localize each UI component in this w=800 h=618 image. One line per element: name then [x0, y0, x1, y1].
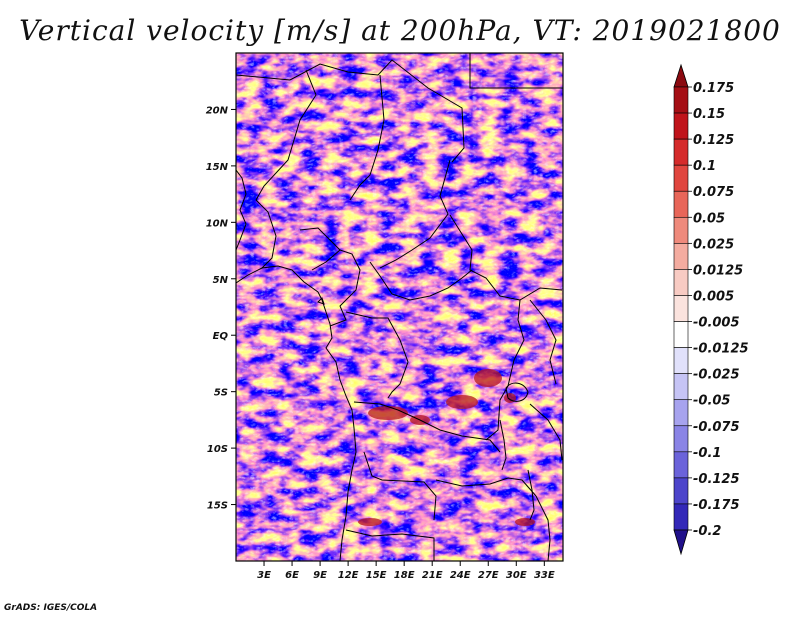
colorbar-band [673, 164, 689, 192]
colorbar-label: -0.2 [693, 524, 721, 539]
lat-tick-label: 15S [207, 501, 228, 512]
colorbar-label: 0.005 [693, 289, 734, 304]
colorbar-label: 0.1 [693, 159, 716, 174]
map-frame [235, 52, 564, 562]
colorbar-band [673, 321, 689, 348]
colorbar-label: -0.005 [693, 316, 740, 331]
colorbar-top-arrow [673, 63, 689, 88]
lat-tick-label: 5N [213, 275, 229, 286]
chart-title: Vertical velocity [m/s] at 200hPa, VT: 2… [19, 14, 781, 47]
border-zambia [435, 477, 537, 497]
lat-tick-label: EQ [213, 331, 229, 342]
colorbar-band [673, 373, 689, 401]
colorbar-label: -0.025 [693, 368, 740, 383]
velocity-field [236, 53, 563, 561]
lon-tick-label: 30E [506, 570, 527, 581]
coastline-west-africa [236, 265, 357, 561]
colorbar-label: 0.075 [693, 185, 734, 200]
lon-tick-label: 27E [478, 570, 499, 581]
colorbar-label: 0.125 [693, 133, 734, 148]
colorbar-label: -0.075 [693, 420, 740, 435]
border-east-africa [529, 299, 557, 385]
colorbar-label: 0.0125 [693, 263, 743, 278]
colorbar-band [673, 451, 689, 479]
lat-tick-label: 15N [206, 162, 229, 173]
border-sudan-south [449, 214, 563, 301]
lake-tanganyika [499, 419, 507, 471]
colorbar-band [673, 477, 689, 505]
lat-tick-label: 5S [214, 388, 228, 399]
lake-malawi [527, 469, 535, 521]
border-cameroon [329, 249, 361, 327]
lon-tick-label: 24E [450, 570, 471, 581]
border-namibia [345, 529, 435, 561]
lat-tick-label: 10S [207, 444, 228, 455]
border-car [369, 261, 473, 301]
coastline-senegal [236, 169, 247, 251]
colorbar-bottom-arrow [673, 529, 689, 556]
lake-victoria [505, 382, 529, 402]
latitude-axis: 20N 15N 10N 5N EQ 5S 10S 15S [206, 105, 236, 512]
colorbar-band [673, 86, 689, 114]
colorbar-band [673, 138, 689, 166]
colorbar-band [673, 399, 689, 427]
lat-tick-label: 20N [206, 105, 229, 116]
lon-tick-label: 21E [422, 570, 443, 581]
colorbar-label: -0.0125 [693, 342, 749, 357]
colorbar-label: -0.05 [693, 394, 730, 409]
border-mali [349, 74, 385, 201]
border-chad-sudan [379, 159, 451, 269]
border-tanzania [529, 403, 563, 461]
colorbar-band [673, 112, 689, 140]
colorbar-band [673, 503, 689, 531]
grads-credit: GrADS: IGES/COLA [4, 603, 98, 613]
colorbar-band [673, 347, 689, 374]
border-ghana [255, 199, 277, 269]
colorbar-band [673, 190, 689, 218]
border-nigeria [299, 227, 341, 271]
colorbar-band [673, 425, 689, 453]
border-drc-south [353, 401, 501, 453]
lon-tick-label: 6E [285, 570, 299, 581]
border-mozambique [535, 495, 551, 561]
border-niger-chad [255, 69, 317, 201]
lon-tick-label: 12E [338, 570, 359, 581]
colorbar-band [673, 269, 689, 296]
border-congo-drc [345, 311, 409, 399]
border-drc-east [485, 299, 525, 441]
lon-tick-label: 33E [534, 570, 555, 581]
colorbar-label: -0.175 [693, 498, 740, 513]
colorbar-band [673, 243, 689, 270]
colorbar-label: 0.15 [693, 107, 725, 122]
border-sahara-north [236, 59, 465, 163]
colorbar-label: 0.175 [693, 81, 734, 96]
colorbar-label: -0.1 [693, 446, 721, 461]
lon-tick-label: 3E [257, 570, 271, 581]
lat-tick-label: 10N [206, 218, 229, 229]
colorbar-label: 0.025 [693, 237, 734, 252]
country-borders [236, 53, 563, 561]
lon-tick-label: 15E [366, 570, 387, 581]
longitude-axis: 3E 6E 9E 12E 15E 18E 21E 24E 27E 30E 33E [257, 561, 555, 581]
island-bioko [317, 297, 325, 305]
colorbar-label: -0.125 [693, 472, 740, 487]
border-libya-egypt [469, 53, 563, 89]
border-angola-zambia [363, 451, 437, 521]
colorbar: 0.175 0.15 0.125 0.1 0.075 0.05 0.025 0.0125 0.0… [673, 63, 749, 556]
colorbar-band [673, 216, 689, 244]
lon-tick-label: 9E [313, 570, 327, 581]
colorbar-label: 0.05 [693, 211, 725, 226]
lon-tick-label: 18E [394, 570, 415, 581]
colorbar-band [673, 295, 689, 322]
